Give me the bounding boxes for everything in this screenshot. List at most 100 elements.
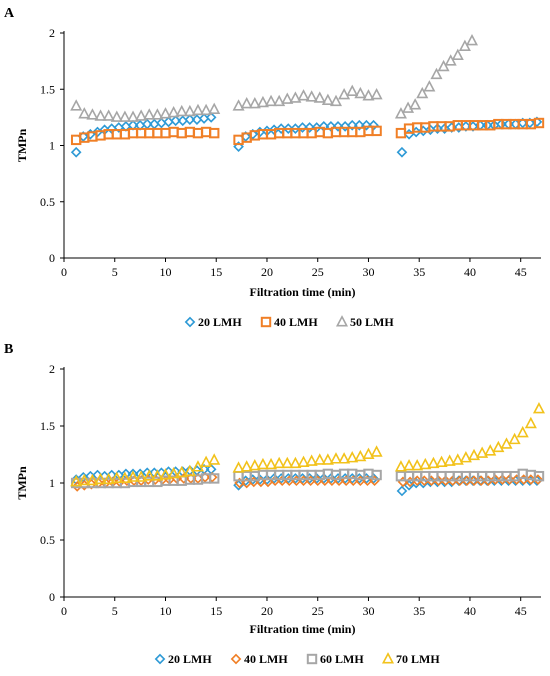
- data-point: [409, 98, 422, 110]
- data-point: [532, 401, 545, 414]
- data-point: [311, 473, 323, 484]
- data-point: [281, 92, 294, 104]
- data-point: [175, 465, 188, 478]
- data-point: [459, 451, 472, 463]
- data-point: [191, 460, 204, 472]
- data-point: [282, 123, 294, 134]
- data-point: [143, 108, 156, 120]
- data-point: [273, 94, 286, 107]
- data-point: [447, 475, 459, 487]
- legend-marker: [154, 653, 166, 665]
- data-point: [240, 460, 253, 472]
- data-point: [371, 125, 382, 137]
- data-point: [394, 107, 407, 119]
- y-tick-label: 1: [49, 139, 55, 153]
- data-point: [183, 464, 196, 477]
- data-point: [167, 466, 180, 479]
- data-point: [126, 470, 140, 482]
- data-point: [297, 122, 308, 133]
- data-point: [102, 109, 115, 121]
- data-point: [321, 93, 334, 105]
- data-point: [297, 89, 310, 101]
- data-point: [126, 110, 140, 122]
- data-point: [289, 91, 302, 103]
- data-point: [151, 469, 164, 481]
- x-tick-label: 20: [261, 265, 273, 279]
- data-point: [268, 473, 280, 484]
- data-point: [305, 90, 318, 102]
- data-point: [110, 110, 123, 122]
- data-point: [290, 473, 301, 484]
- data-point: [304, 122, 315, 133]
- data-point: [346, 451, 359, 463]
- data-point: [275, 123, 287, 134]
- y-axis-title: TMPn: [15, 466, 29, 500]
- y-tick-label: 1.5: [40, 419, 55, 433]
- data-point: [460, 121, 472, 132]
- y-tick-label: 0.5: [40, 195, 55, 209]
- data-point: [524, 416, 537, 429]
- data-point: [118, 471, 131, 483]
- data-point: [525, 474, 537, 485]
- data-point: [419, 457, 432, 470]
- data-point: [338, 87, 351, 100]
- data-point: [370, 87, 383, 100]
- data-point: [346, 84, 359, 96]
- legend-entry-label: 40 LMH: [274, 315, 318, 329]
- data-point: [346, 473, 358, 484]
- x-tick-label: 30: [362, 265, 374, 279]
- x-axis-title: Filtration time (min): [250, 622, 356, 636]
- data-point: [313, 453, 326, 465]
- data-point: [476, 446, 489, 458]
- panel-label: A: [4, 6, 15, 21]
- data-point: [396, 146, 408, 158]
- y-tick-label: 0: [49, 590, 55, 604]
- data-point: [489, 474, 501, 485]
- data-point: [159, 107, 172, 119]
- legend-marker: [260, 316, 272, 328]
- data-point: [70, 99, 83, 111]
- y-tick-label: 1: [49, 476, 55, 490]
- data-point: [508, 432, 521, 445]
- data-point: [281, 456, 294, 469]
- data-point: [432, 123, 443, 134]
- data-point: [451, 453, 464, 465]
- data-point: [175, 104, 188, 117]
- legend: 20 LMH 40 LMH 50 LMH: [184, 315, 394, 329]
- data-point: [394, 460, 407, 472]
- panel-label: B: [4, 342, 13, 357]
- data-point: [265, 457, 278, 470]
- legend-entry-label: 20 LMH: [168, 652, 212, 666]
- data-point: [329, 94, 343, 107]
- y-axis-title: TMPn: [15, 129, 29, 163]
- data-point: [143, 469, 156, 481]
- x-tick-label: 40: [464, 604, 476, 618]
- data-point: [256, 457, 269, 470]
- data-point: [110, 471, 123, 483]
- data-point: [135, 470, 148, 482]
- data-point: [289, 456, 302, 469]
- data-point: [354, 119, 365, 131]
- data-point: [396, 485, 408, 497]
- data-point: [340, 475, 352, 487]
- data-point: [200, 455, 213, 467]
- data-point: [403, 458, 416, 471]
- data-point: [354, 449, 367, 462]
- data-point: [411, 458, 424, 471]
- x-tick-label: 10: [159, 265, 171, 279]
- data-point: [325, 473, 337, 484]
- y-tick-label: 2: [49, 26, 55, 40]
- data-point: [135, 109, 148, 121]
- data-point: [465, 33, 479, 46]
- data-point: [94, 109, 107, 121]
- data-point: [370, 445, 383, 457]
- data-point: [297, 455, 310, 467]
- data-point: [151, 108, 164, 120]
- data-point: [254, 474, 266, 485]
- data-point: [167, 105, 180, 118]
- x-axis-title: Filtration time (min): [250, 285, 356, 299]
- data-point: [234, 477, 245, 489]
- data-point: [159, 468, 172, 480]
- legend-marker: [184, 316, 196, 328]
- data-point: [70, 474, 83, 487]
